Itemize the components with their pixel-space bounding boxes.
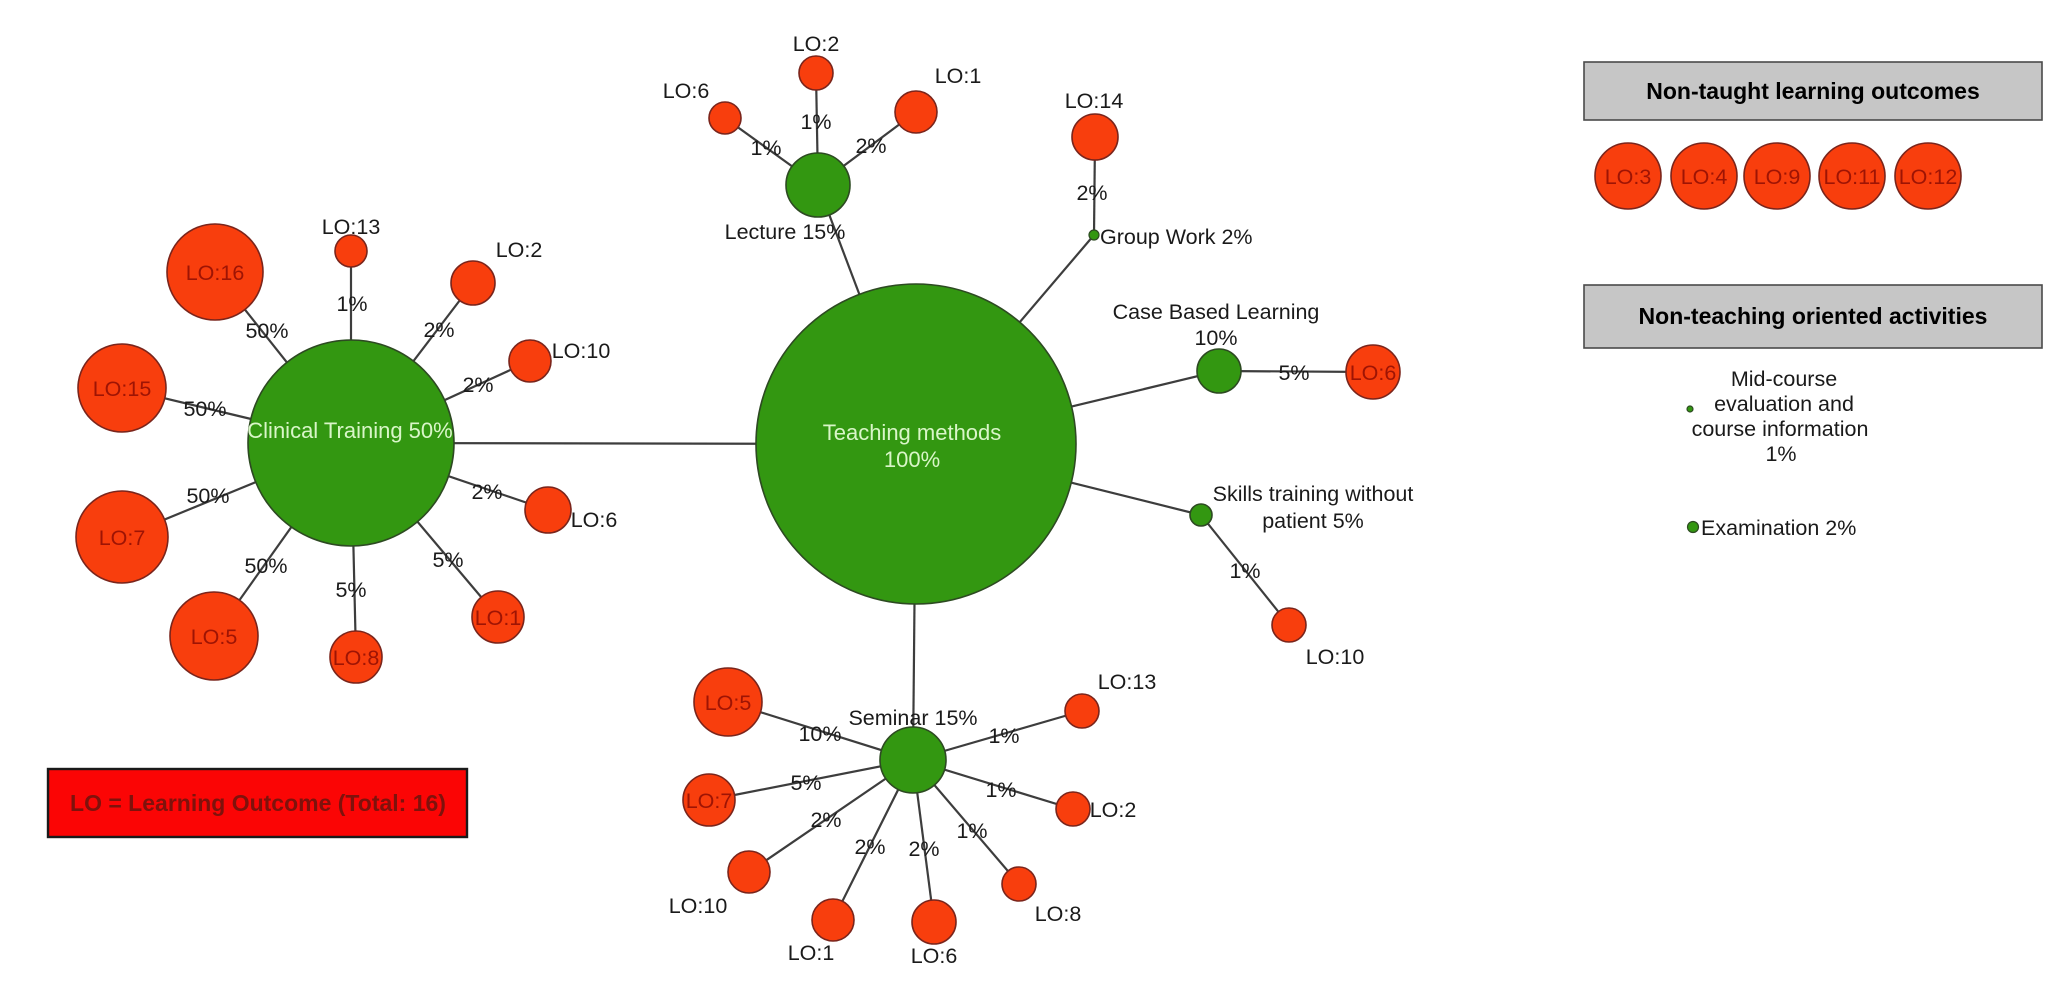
svg-text:2%: 2% [471, 480, 502, 504]
svg-text:2%: 2% [854, 835, 885, 859]
svg-text:LO:7: LO:7 [686, 789, 733, 813]
svg-text:1%: 1% [336, 292, 367, 316]
svg-text:LO:1: LO:1 [475, 606, 522, 630]
svg-text:LO:1: LO:1 [935, 64, 982, 88]
svg-text:LO:2: LO:2 [496, 238, 543, 262]
svg-text:5%: 5% [1278, 361, 1309, 385]
svg-text:1%: 1% [750, 136, 781, 160]
svg-text:LO:6: LO:6 [911, 944, 958, 968]
svg-text:LO:2: LO:2 [1090, 798, 1137, 822]
svg-text:course information: course information [1692, 417, 1869, 441]
svg-text:LO:16: LO:16 [186, 261, 245, 285]
svg-text:50%: 50% [183, 397, 226, 421]
svg-text:LO:1: LO:1 [788, 941, 835, 965]
svg-text:50%: 50% [186, 484, 229, 508]
svg-text:2%: 2% [423, 318, 454, 342]
svg-text:1%: 1% [1229, 559, 1260, 583]
svg-text:LO:8: LO:8 [1035, 902, 1082, 926]
svg-text:LO:14: LO:14 [1065, 89, 1124, 113]
svg-text:LO:4: LO:4 [1681, 165, 1728, 189]
svg-text:Examination 2%: Examination 2% [1701, 516, 1856, 540]
svg-text:LO:5: LO:5 [191, 625, 238, 649]
svg-text:Non-teaching oriented activiti: Non-teaching oriented activities [1639, 303, 1988, 329]
svg-text:LO:2: LO:2 [793, 32, 840, 56]
svg-text:LO:11: LO:11 [1824, 165, 1881, 189]
svg-text:Non-taught learning outcomes: Non-taught learning outcomes [1646, 78, 1980, 104]
svg-text:LO:6: LO:6 [663, 79, 710, 103]
svg-text:LO:12: LO:12 [1899, 165, 1958, 189]
svg-text:LO:13: LO:13 [1098, 670, 1157, 694]
svg-text:LO:10: LO:10 [1306, 645, 1365, 669]
svg-text:1%: 1% [988, 724, 1019, 748]
svg-text:LO:9: LO:9 [1754, 165, 1801, 189]
svg-text:LO:5: LO:5 [705, 691, 752, 715]
svg-text:LO:3: LO:3 [1605, 165, 1652, 189]
svg-text:10%: 10% [1194, 326, 1237, 350]
svg-text:Seminar 15%: Seminar 15% [848, 706, 977, 730]
svg-text:LO:15: LO:15 [93, 377, 152, 401]
svg-text:2%: 2% [855, 134, 886, 158]
svg-text:50%: 50% [245, 319, 288, 343]
svg-text:Skills training without: Skills training without [1213, 482, 1414, 506]
svg-text:LO:10: LO:10 [669, 894, 728, 918]
svg-text:10%: 10% [798, 722, 841, 746]
svg-text:LO:8: LO:8 [333, 646, 380, 670]
svg-text:2%: 2% [462, 373, 493, 397]
svg-text:2%: 2% [908, 837, 939, 861]
svg-text:evaluation and: evaluation and [1714, 392, 1854, 416]
svg-text:LO:13: LO:13 [322, 215, 381, 239]
svg-text:LO:6: LO:6 [1350, 361, 1397, 385]
svg-text:Case Based Learning: Case Based Learning [1113, 300, 1320, 324]
svg-text:2%: 2% [1076, 181, 1107, 205]
svg-text:Lecture 15%: Lecture 15% [725, 220, 846, 244]
svg-text:Teaching methods: Teaching methods [823, 420, 1002, 445]
svg-text:LO = Learning Outcome (Total:: LO = Learning Outcome (Total: 16) [70, 790, 446, 816]
svg-text:50%: 50% [244, 554, 287, 578]
svg-text:1%: 1% [800, 110, 831, 134]
svg-text:Group Work 2%: Group Work 2% [1100, 225, 1253, 249]
svg-text:2%: 2% [810, 808, 841, 832]
svg-text:5%: 5% [335, 578, 366, 602]
svg-text:LO:6: LO:6 [571, 508, 618, 532]
svg-text:100%: 100% [884, 447, 940, 472]
svg-text:LO:10: LO:10 [552, 339, 611, 363]
svg-text:5%: 5% [790, 771, 821, 795]
svg-text:1%: 1% [985, 778, 1016, 802]
svg-text:5%: 5% [432, 548, 463, 572]
svg-text:Mid-course: Mid-course [1731, 367, 1837, 391]
svg-text:1%: 1% [1765, 442, 1796, 466]
svg-text:patient 5%: patient 5% [1262, 509, 1364, 533]
svg-text:Clinical Training 50%: Clinical Training 50% [247, 418, 452, 443]
svg-text:1%: 1% [956, 819, 987, 843]
svg-text:LO:7: LO:7 [99, 526, 146, 550]
